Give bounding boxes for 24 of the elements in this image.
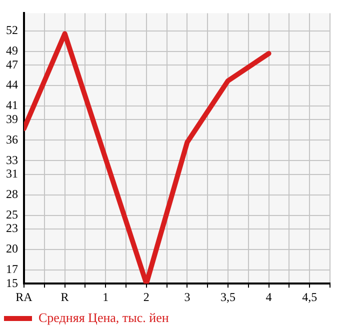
y-tick-label: 52 (6, 23, 18, 38)
y-tick-label: 31 (6, 166, 18, 181)
y-tick-label: 36 (6, 132, 18, 146)
y-tick-label: 28 (6, 186, 18, 201)
y-tick-label: 39 (6, 112, 18, 126)
y-tick-label: 15 (6, 276, 18, 290)
y-tick-label: 17 (6, 262, 18, 276)
x-tick-label: 4 (266, 290, 272, 304)
x-tick-label: 4,5 (302, 290, 318, 304)
legend-label: Средняя Цена, тыс. йен (38, 310, 169, 325)
x-tick-label: R (60, 290, 69, 304)
y-tick-label: 33 (6, 152, 18, 167)
y-tick-label: 20 (6, 242, 18, 256)
y-tick-label: 25 (6, 207, 18, 222)
x-tick-label: RA (16, 290, 33, 304)
x-tick-label: 3 (184, 290, 190, 304)
y-tick-label: 47 (6, 57, 18, 72)
x-tick-label: 3,5 (220, 290, 236, 304)
x-tick-label: 2 (143, 290, 150, 304)
y-tick-label: 23 (6, 221, 18, 236)
y-tick-label: 44 (6, 78, 18, 92)
y-tick-label: 49 (6, 44, 18, 58)
y-tick-label: 41 (6, 98, 18, 112)
x-tick-label: 1 (102, 290, 109, 304)
